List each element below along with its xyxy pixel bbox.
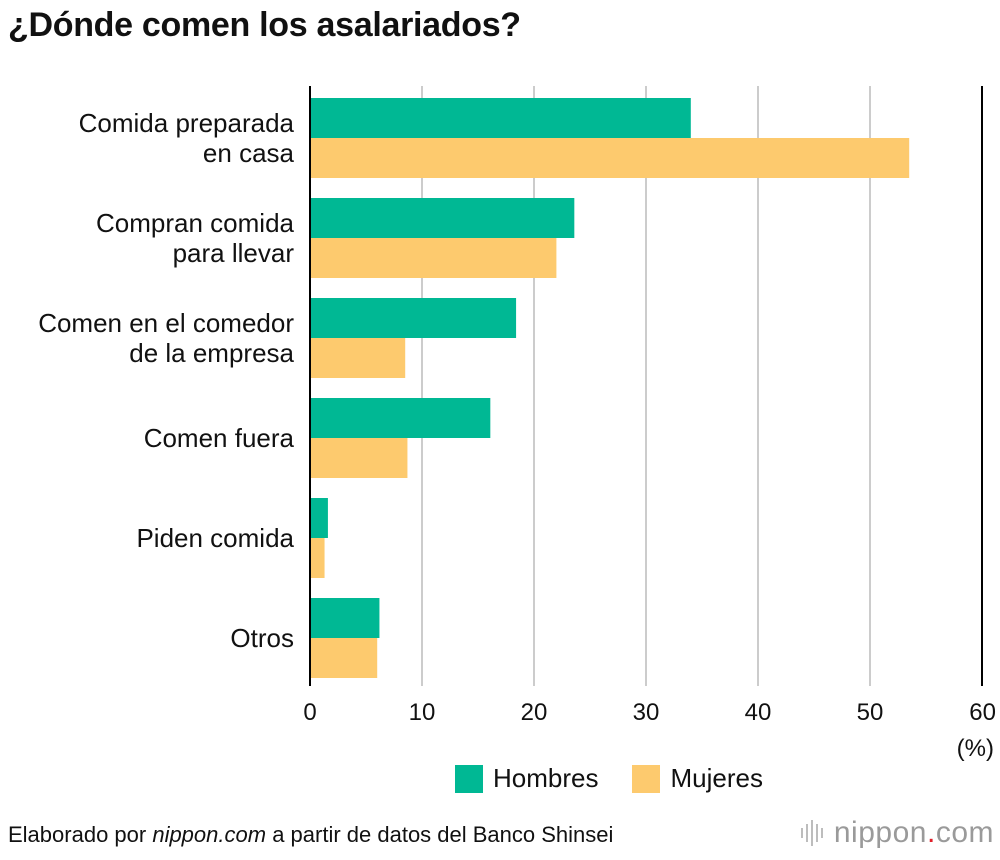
bar-hombres-5 — [310, 598, 380, 638]
bar-hombres-1 — [310, 198, 575, 238]
bars — [310, 98, 910, 678]
category-label-1: Compran comida para llevar — [96, 208, 295, 268]
category-label-2: Comen en el comedor de la empresa — [38, 308, 294, 368]
source-suffix: a partir de datos del Banco Shinsei — [266, 822, 614, 847]
brand-name: nippon — [833, 816, 927, 849]
x-tick-label-0: 0 — [303, 699, 316, 726]
bar-hombres-3 — [310, 398, 491, 438]
unit-label: (%) — [956, 735, 994, 762]
chart-title: ¿Dónde comen los asalariados? — [8, 6, 521, 44]
category-label-4: Piden comida — [136, 523, 294, 553]
bar-mujeres-3 — [310, 438, 408, 478]
axes — [309, 86, 983, 686]
legend-item-hombres: Hombres — [455, 763, 598, 794]
bar-mujeres-4 — [310, 538, 325, 578]
bar-mujeres-1 — [310, 238, 557, 278]
legend-label-hombres: Hombres — [493, 763, 599, 793]
source-site: nippon.com — [152, 822, 267, 847]
x-tick-label-20: 20 — [521, 699, 548, 726]
brand-logo: nippon.com — [800, 816, 994, 850]
legend-item-mujeres: Mujeres — [632, 763, 763, 794]
bar-mujeres-0 — [310, 138, 910, 178]
brand-text: nippon.com — [834, 816, 994, 850]
bar-mujeres-5 — [310, 638, 378, 678]
category-labels: Comida preparada en casa Compran comida par… — [38, 108, 294, 653]
bar-hombres-2 — [310, 298, 517, 338]
bar-hombres-4 — [310, 498, 328, 538]
brand-tld: com — [935, 816, 994, 849]
legend-swatch-hombres — [455, 764, 483, 793]
x-tick-label-10: 10 — [409, 699, 436, 726]
brand-dot: . — [926, 816, 936, 849]
x-tick-label-60: 60 — [969, 699, 996, 726]
legend-swatch-mujeres — [632, 764, 661, 793]
source-prefix: Elaborado por — [8, 822, 153, 847]
x-tick-label-40: 40 — [745, 699, 772, 726]
category-label-0: Comida preparada en casa — [79, 108, 295, 168]
gridlines — [421, 86, 871, 686]
tick-labels: 0 10 20 30 40 50 60 — [303, 699, 996, 726]
bar-hombres-0 — [310, 98, 691, 138]
source-note: Elaborado por nippon.com a partir de dat… — [8, 822, 613, 848]
bar-mujeres-2 — [310, 338, 406, 378]
category-label-3: Comen fuera — [144, 423, 295, 453]
category-label-5: Otros — [230, 623, 294, 653]
x-tick-label-50: 50 — [857, 699, 884, 726]
legend: Hombres Mujeres — [455, 763, 797, 794]
legend-label-mujeres: Mujeres — [670, 763, 763, 793]
x-tick-label-30: 30 — [633, 699, 660, 726]
brand-bars-icon — [800, 820, 826, 846]
